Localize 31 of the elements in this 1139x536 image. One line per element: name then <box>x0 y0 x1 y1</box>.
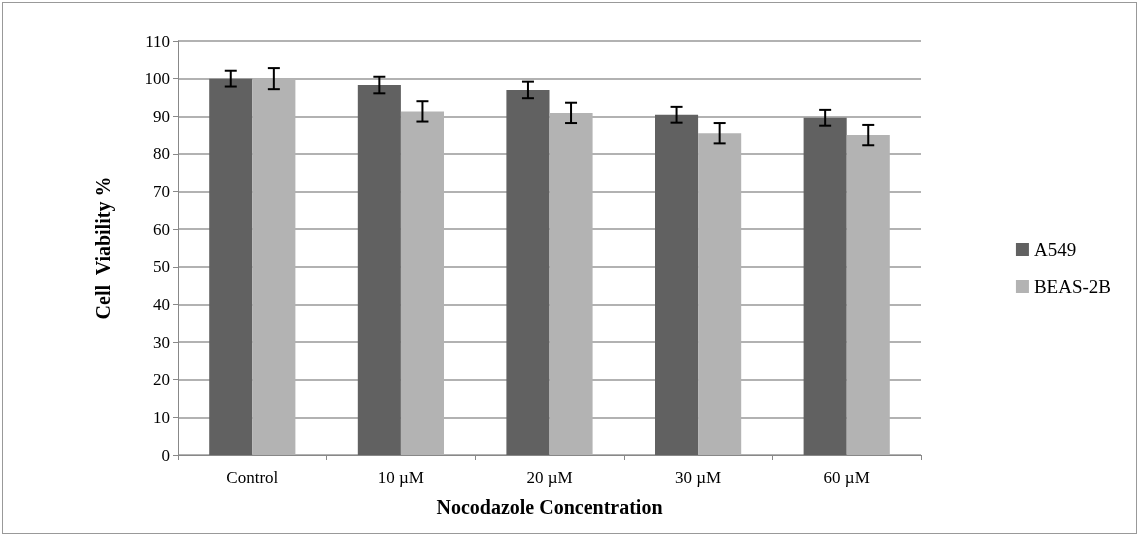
y-tick-label: 50 <box>153 257 170 277</box>
bar <box>698 133 742 455</box>
y-axis-title: Cell Viability % <box>92 176 115 320</box>
x-tick-label: Control <box>226 468 279 487</box>
legend-label: A549 <box>1033 239 1077 260</box>
y-tick-label: 110 <box>145 31 170 51</box>
legend-label: BEAS-2B <box>1033 276 1112 297</box>
y-tick-label: 10 <box>153 407 170 427</box>
y-tick-label: 90 <box>153 106 170 126</box>
x-tick-label: 60 µM <box>823 468 870 487</box>
bar <box>549 112 593 455</box>
y-tick-label: 40 <box>153 294 170 314</box>
bar <box>252 78 296 455</box>
bar <box>655 114 699 455</box>
y-tick-label: 0 <box>161 445 170 465</box>
bar <box>400 111 444 455</box>
x-tick-label: 30 µM <box>675 468 722 487</box>
bar <box>846 135 890 455</box>
y-tick-label: 100 <box>144 69 170 89</box>
y-tick-label: 80 <box>153 144 170 164</box>
y-tick-label: 20 <box>153 370 170 390</box>
y-tick-label: 30 <box>153 332 170 352</box>
x-axis-title: Nocodazole Concentration <box>436 496 663 518</box>
x-tick-label: 20 µM <box>526 468 573 487</box>
bar <box>357 85 401 455</box>
x-tick-label: 10 µM <box>377 468 424 487</box>
bar <box>209 78 253 455</box>
bar <box>506 89 550 455</box>
bar <box>803 117 847 455</box>
y-tick-label: 70 <box>153 182 170 202</box>
y-tick-label: 60 <box>153 219 170 239</box>
